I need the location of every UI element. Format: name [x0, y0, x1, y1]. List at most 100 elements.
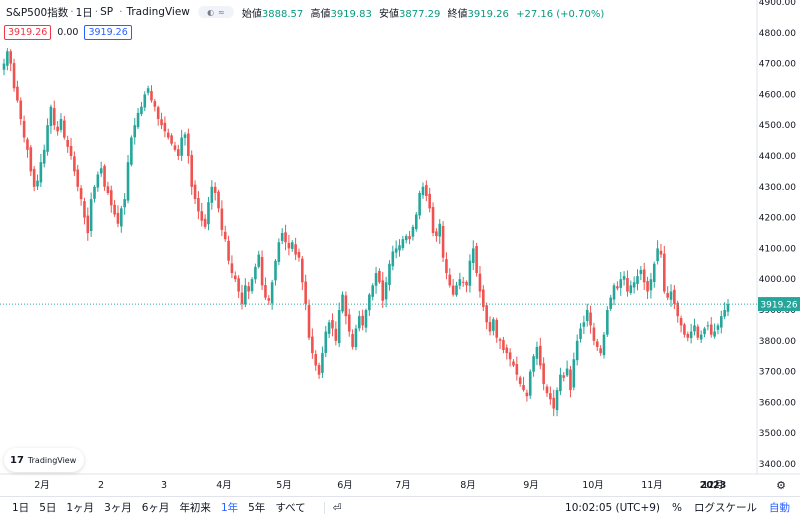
candle-body[interactable] — [170, 135, 173, 144]
candle-body[interactable] — [93, 186, 96, 199]
candle-body[interactable] — [176, 149, 180, 156]
candle-body[interactable] — [163, 122, 167, 132]
candle-body[interactable] — [73, 156, 76, 172]
candle-body[interactable] — [237, 278, 240, 292]
candle-body[interactable] — [260, 256, 264, 286]
candle-body[interactable] — [575, 340, 579, 361]
candle-body[interactable] — [354, 328, 358, 348]
candle-body[interactable] — [140, 106, 143, 115]
candle-body[interactable] — [46, 125, 49, 152]
candle-body[interactable] — [512, 361, 515, 366]
candle-body[interactable] — [438, 223, 442, 237]
candle-body[interactable] — [545, 386, 549, 394]
candle-body[interactable] — [478, 273, 482, 292]
candle-body[interactable] — [482, 289, 485, 307]
candle-body[interactable] — [267, 298, 271, 301]
candle-body[interactable] — [445, 259, 448, 274]
candle-body[interactable] — [666, 293, 669, 298]
candle-body[interactable] — [307, 305, 311, 338]
range-button[interactable]: 3ヶ月 — [104, 502, 132, 514]
candle-body[interactable] — [153, 101, 157, 107]
candle-body[interactable] — [435, 231, 438, 237]
candle-body[interactable] — [200, 211, 204, 221]
candle-body[interactable] — [347, 314, 351, 332]
candle-body[interactable] — [156, 107, 160, 120]
candle-body[interactable] — [190, 155, 194, 187]
candle-body[interactable] — [461, 281, 465, 283]
candle-body[interactable] — [270, 282, 274, 304]
candle-body[interactable] — [515, 364, 519, 375]
candle-body[interactable] — [599, 348, 602, 354]
candle-body[interactable] — [183, 134, 187, 138]
candle-body[interactable] — [334, 328, 338, 341]
candle-body[interactable] — [528, 371, 532, 396]
candle-body[interactable] — [451, 285, 455, 295]
candle-body[interactable] — [525, 392, 529, 397]
candle-body[interactable] — [301, 258, 304, 283]
candle-body[interactable] — [706, 325, 710, 327]
candle-body[interactable] — [287, 242, 291, 249]
candle-body[interactable] — [36, 180, 39, 187]
candle-body[interactable] — [709, 324, 713, 335]
candle-body[interactable] — [719, 316, 723, 328]
candle-body[interactable] — [63, 120, 66, 138]
candle-body[interactable] — [646, 281, 649, 292]
symbol-name[interactable]: S&P500指数 — [6, 6, 69, 19]
candle-body[interactable] — [381, 280, 385, 301]
candle-body[interactable] — [52, 108, 56, 126]
candle-body[interactable] — [388, 263, 391, 285]
candle-body[interactable] — [130, 137, 133, 165]
candle-body[interactable] — [636, 276, 639, 284]
indicator-value-b[interactable]: 0.00 — [57, 27, 79, 38]
candle-body[interactable] — [250, 279, 254, 292]
candle-body[interactable] — [136, 112, 140, 128]
candle-body[interactable] — [327, 322, 331, 334]
candle-body[interactable] — [471, 248, 475, 264]
candle-body[interactable] — [391, 251, 395, 267]
candle-body[interactable] — [441, 225, 445, 258]
candle-body[interactable] — [150, 91, 153, 101]
range-button[interactable]: 1年 — [220, 502, 239, 514]
candle-body[interactable] — [559, 374, 562, 392]
candle-body[interactable] — [522, 385, 525, 391]
candle-body[interactable] — [317, 365, 321, 375]
candle-body[interactable] — [612, 285, 616, 300]
candle-body[interactable] — [83, 201, 86, 218]
candle-body[interactable] — [344, 295, 348, 317]
candle-body[interactable] — [398, 245, 401, 251]
candle-body[interactable] — [26, 139, 29, 150]
candle-body[interactable] — [223, 231, 227, 240]
candle-body[interactable] — [213, 186, 217, 193]
candle-body[interactable] — [76, 169, 80, 187]
candle-body[interactable] — [683, 324, 686, 335]
candle-body[interactable] — [572, 359, 576, 388]
candle-body[interactable] — [12, 63, 16, 89]
candle-body[interactable] — [619, 279, 623, 288]
candle-body[interactable] — [371, 285, 375, 297]
candle-body[interactable] — [207, 202, 210, 225]
range-button[interactable]: 1ヶ月 — [66, 502, 95, 514]
candle-body[interactable] — [116, 212, 120, 224]
candle-body[interactable] — [9, 51, 13, 64]
candle-body[interactable] — [42, 149, 46, 164]
candle-body[interactable] — [290, 242, 294, 249]
candle-body[interactable] — [89, 199, 93, 232]
candle-body[interactable] — [585, 310, 589, 321]
candle-body[interactable] — [240, 292, 244, 304]
candle-body[interactable] — [629, 285, 633, 293]
candle-body[interactable] — [173, 145, 177, 150]
candle-body[interactable] — [404, 236, 408, 241]
candle-body[interactable] — [606, 310, 609, 335]
candle-body[interactable] — [431, 207, 435, 233]
candle-body[interactable] — [368, 294, 371, 311]
candle-body[interactable] — [284, 232, 287, 243]
candle-body[interactable] — [673, 289, 676, 304]
candle-body[interactable] — [535, 346, 539, 359]
candle-body[interactable] — [699, 334, 703, 340]
candle-body[interactable] — [652, 263, 656, 282]
candle-body[interactable] — [602, 334, 606, 356]
candle-body[interactable] — [492, 319, 495, 331]
candle-body[interactable] — [394, 248, 398, 253]
candle-body[interactable] — [311, 336, 314, 354]
candle-body[interactable] — [126, 162, 130, 201]
